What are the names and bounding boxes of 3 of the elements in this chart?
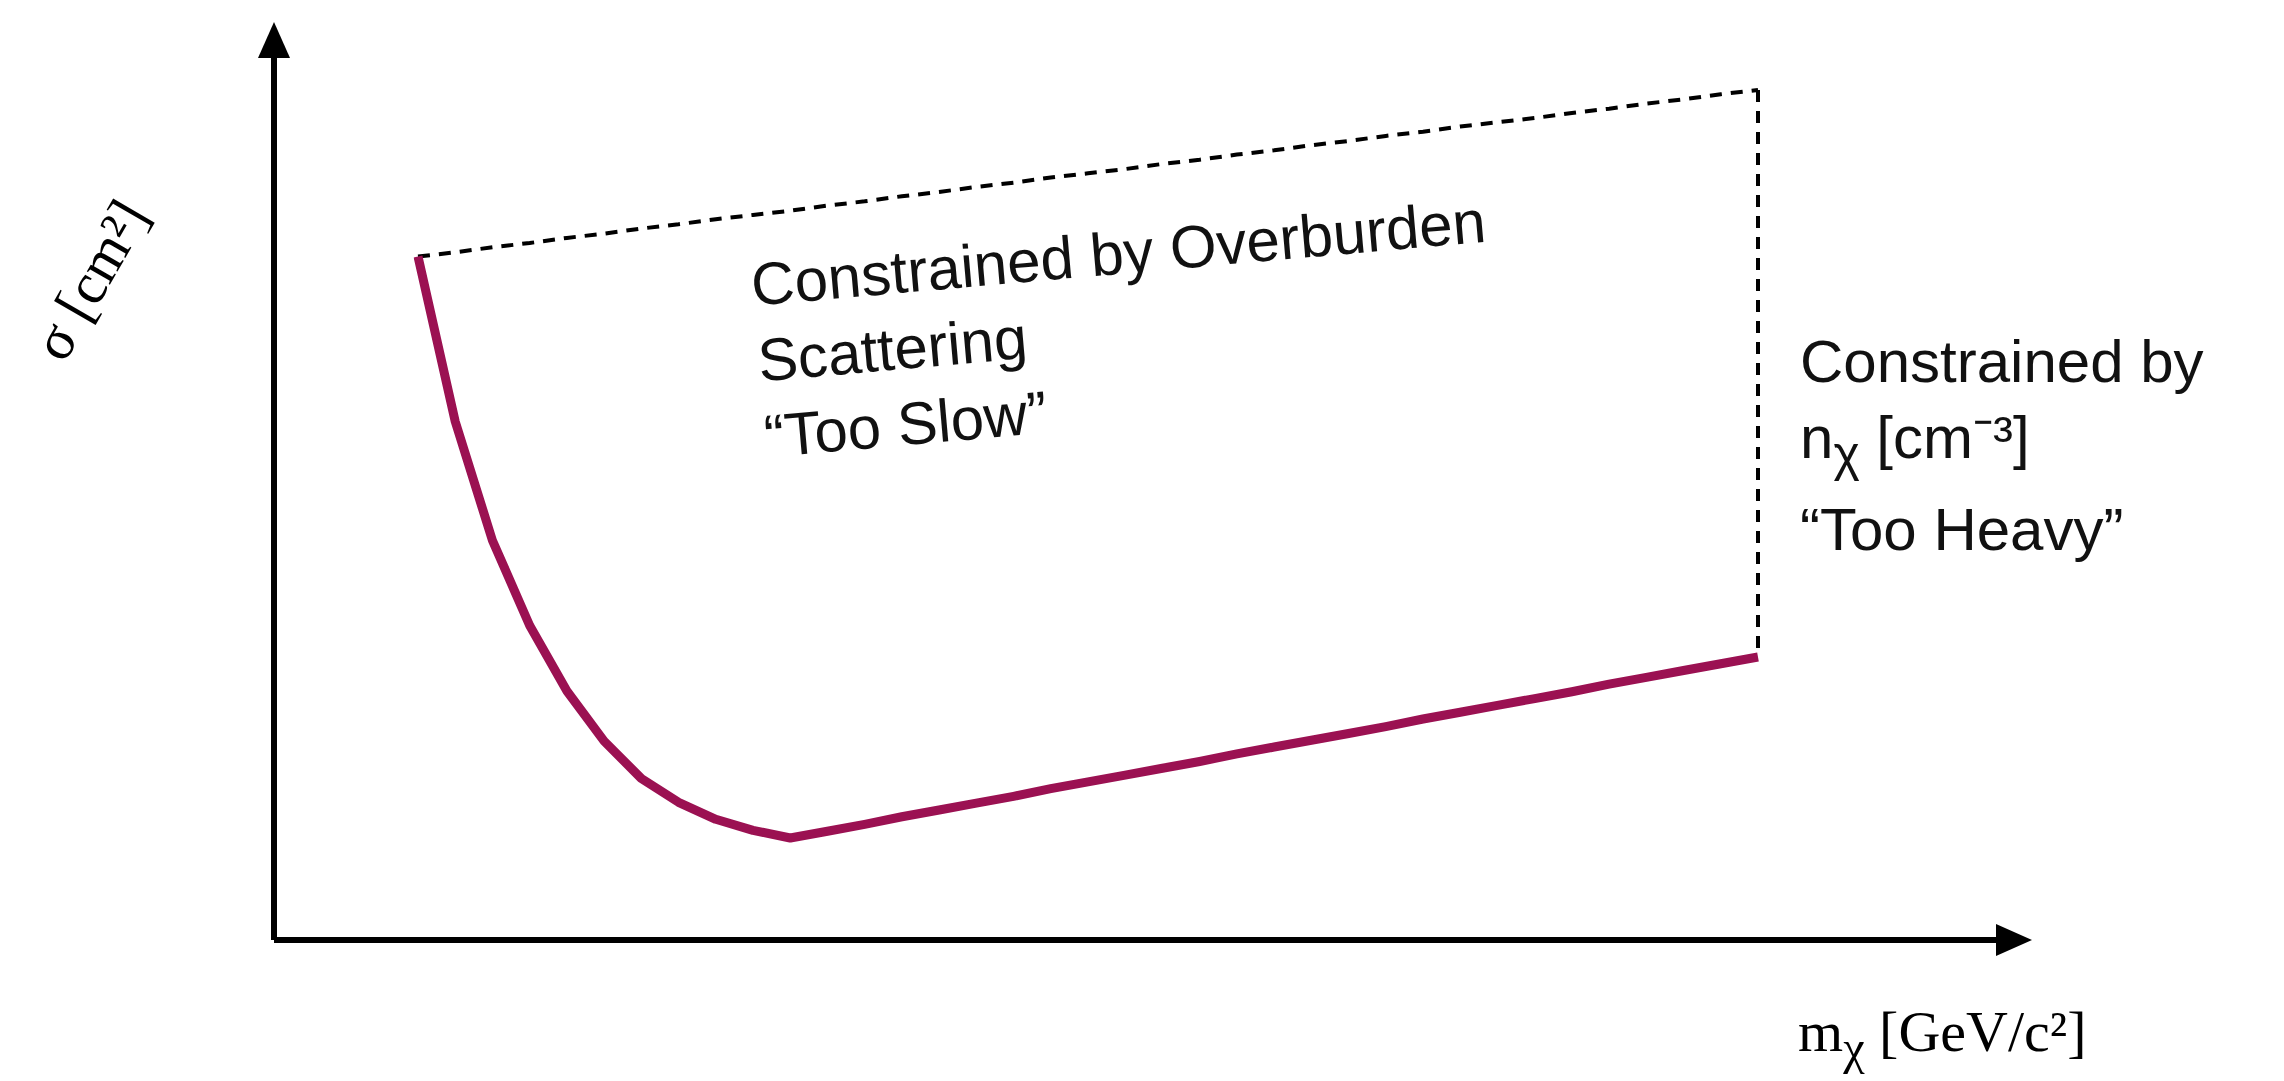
annotation: Constrained by Overburden Scattering “Too Slow” bbox=[748, 186, 1490, 473]
text: Constrained by n$_{χ}$ [cm⁻³] “Too Heavy” bbox=[1800, 327, 2204, 565]
x-axis-title: m$_{χ}$ [GeV/c²] bbox=[1798, 998, 2087, 1075]
